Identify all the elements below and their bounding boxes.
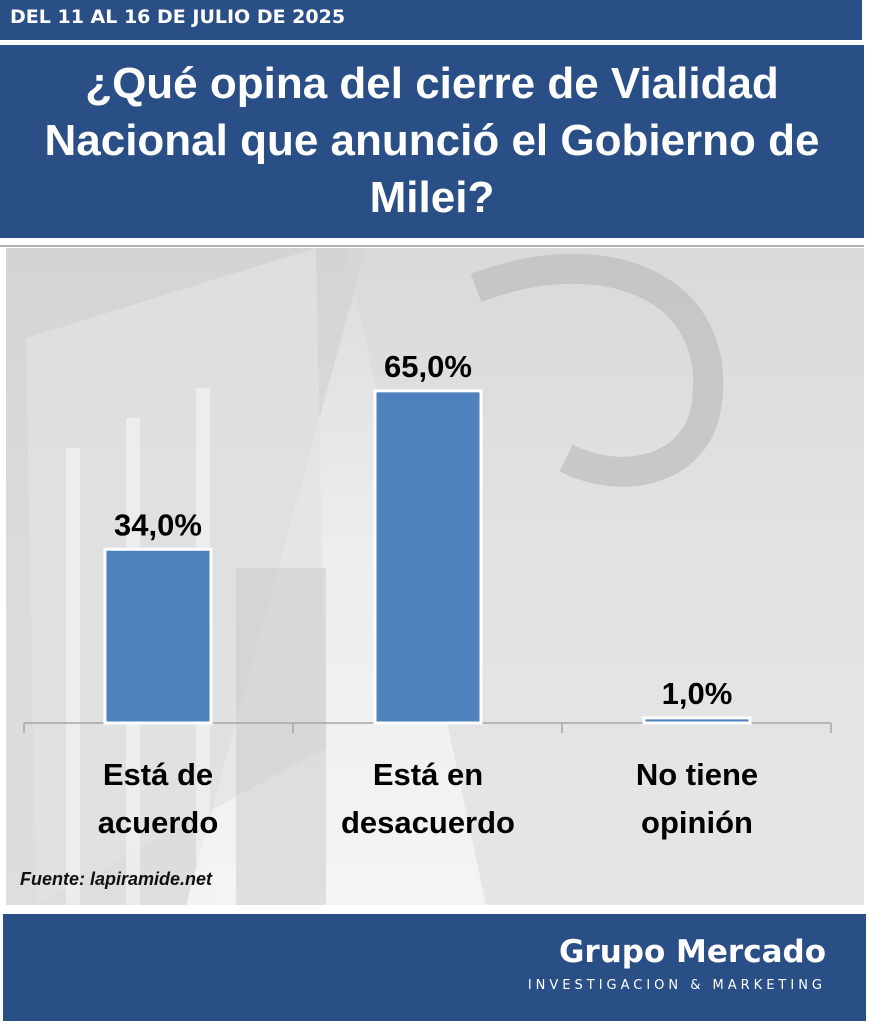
brand-tagline: INVESTIGACION & MARKETING bbox=[527, 978, 826, 993]
divider bbox=[0, 245, 864, 247]
source-note: Fuente: lapiramide.net bbox=[20, 869, 213, 889]
date-range: DEL 11 AL 16 DE JULIO DE 2025 bbox=[10, 6, 346, 28]
category-label-0-line-0: Está de bbox=[103, 757, 213, 792]
data-label-2: 1,0% bbox=[662, 676, 733, 711]
bar-0 bbox=[103, 547, 213, 725]
data-label-1: 65,0% bbox=[384, 349, 472, 384]
data-label-0: 34,0% bbox=[114, 507, 202, 542]
category-label-1-line-1: desacuerdo bbox=[341, 805, 515, 840]
date-banner: DEL 11 AL 16 DE JULIO DE 2025 bbox=[0, 0, 862, 40]
chart-title: ¿Qué opina del cierre de Vialidad Nacion… bbox=[44, 59, 820, 222]
category-label-0-line-1: acuerdo bbox=[98, 805, 219, 840]
bar-2 bbox=[642, 716, 752, 725]
bar-1 bbox=[373, 389, 483, 725]
brand-name: Grupo Mercado bbox=[558, 934, 826, 970]
title-banner: ¿Qué opina del cierre de Vialidad Nacion… bbox=[0, 45, 864, 238]
category-label-1-line-0: Está en bbox=[373, 757, 483, 792]
category-label-2-line-0: No tiene bbox=[636, 757, 758, 792]
footer-banner: Grupo Mercado INVESTIGACION & MARKETING bbox=[3, 914, 866, 1021]
category-label-2-line-1: opinión bbox=[641, 805, 753, 840]
